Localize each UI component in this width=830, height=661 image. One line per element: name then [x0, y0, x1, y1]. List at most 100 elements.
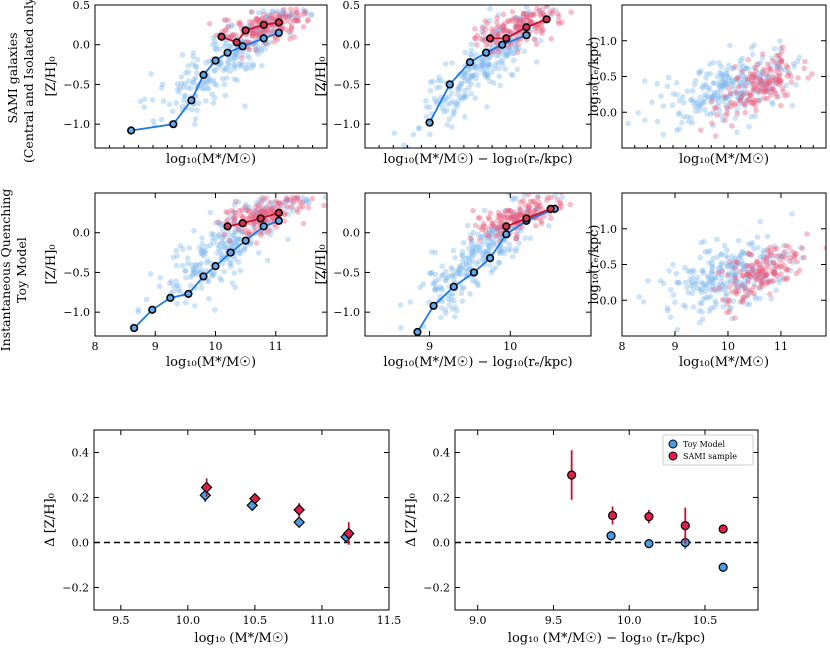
scatter-point-red [523, 14, 530, 20]
scatter-point-red [276, 13, 282, 20]
scatter-point-red [470, 207, 476, 214]
scatter-point-blue [676, 110, 682, 116]
scatter-point-blue [667, 314, 674, 321]
scatter-point-blue [192, 116, 199, 122]
scatter-point-blue [763, 75, 770, 82]
median-point [241, 26, 250, 35]
scatter-point-red [770, 252, 776, 259]
scatter-point-blue [242, 103, 248, 109]
scatter-point-red [746, 250, 753, 257]
scatter-point-blue [227, 68, 233, 75]
scatter-point-red [269, 209, 275, 215]
scatter-point-blue [461, 284, 467, 291]
scatter-point-blue [491, 238, 497, 245]
scatter-point-blue [235, 199, 242, 205]
scatter-point-blue [264, 13, 270, 19]
scatter-point-blue [699, 309, 705, 315]
scatter-point-blue [171, 288, 177, 295]
scatter-point-blue [252, 208, 259, 215]
scatter-point-red [246, 208, 252, 215]
scatter-point-blue [767, 62, 773, 69]
scatter-point-blue [191, 270, 198, 276]
scatter-point-blue [511, 50, 518, 57]
scatter-point-red [263, 195, 269, 201]
scatter-point-blue [455, 267, 462, 274]
scatter-point-blue [170, 283, 177, 289]
scatter-point-blue [243, 37, 249, 44]
scatter-point-red [533, 41, 540, 47]
scatter-point-blue [696, 70, 703, 77]
scatter-point-blue [203, 243, 210, 250]
scatter-point-blue [259, 62, 265, 69]
scatter-point-blue [218, 277, 225, 284]
scatter-point-blue [737, 95, 743, 102]
scatter-point-blue [738, 83, 745, 89]
scatter-point-red [287, 36, 293, 42]
scatter-point-blue [739, 283, 745, 290]
scatter-point-blue [289, 14, 296, 21]
scatter-point-blue [461, 92, 468, 99]
scatter-point-red [769, 269, 775, 275]
scatter-point-red [526, 202, 532, 209]
scatter-point-blue [231, 270, 238, 276]
scatter-point-blue [704, 71, 710, 77]
scatter-point-red [268, 209, 275, 216]
scatter-point-blue [696, 308, 703, 314]
scatter-point-red [788, 73, 794, 80]
scatter-point-blue [183, 275, 189, 281]
scatter-point-blue [479, 36, 486, 43]
scatter-point-red [549, 10, 556, 16]
scatter-point-red [251, 29, 258, 36]
scatter-point-red [295, 209, 301, 215]
scatter-point-red [270, 28, 276, 35]
scatter-point-blue [757, 295, 763, 302]
scatter-point-blue [494, 30, 500, 36]
scatter-point-red [517, 18, 523, 24]
y-tick-label: −0.2 [62, 582, 89, 595]
scatter-point-blue [722, 71, 728, 78]
scatter-point-blue [473, 278, 479, 284]
scatter-point-red [263, 211, 270, 217]
scatter-point-red [258, 208, 265, 215]
scatter-point-red [746, 263, 752, 270]
scatter-point-red [745, 76, 751, 83]
scatter-point-blue [467, 291, 473, 297]
scatter-point-blue [187, 274, 194, 280]
scatter-point-blue [462, 49, 469, 56]
scatter-point-blue [470, 244, 477, 250]
scatter-point-blue [772, 58, 778, 65]
median-point [546, 204, 555, 213]
scatter-point-blue [513, 46, 520, 52]
scatter-point-blue [680, 99, 687, 106]
scatter-point-red [750, 85, 757, 91]
scatter-point-blue [664, 83, 671, 89]
scatter-point-blue [724, 298, 730, 305]
scatter-point-blue [726, 62, 732, 69]
scatter-point-red [504, 208, 511, 214]
scatter-point-red [548, 194, 554, 201]
scatter-point-red [536, 199, 542, 206]
scatter-point-red [709, 98, 715, 104]
scatter-point-red [289, 194, 296, 201]
scatter-point-red [764, 95, 771, 102]
scatter-point-red [330, 14, 336, 20]
scatter-point-blue [738, 257, 745, 264]
scatter-point-red [769, 86, 776, 92]
scatter-point-blue [430, 281, 436, 287]
scatter-point-red [284, 197, 291, 203]
scatter-point-blue [742, 286, 748, 292]
scatter-point-blue [459, 262, 466, 269]
scatter-point-blue [755, 97, 762, 103]
scatter-point-blue [356, 179, 362, 185]
scatter-point-red [292, 17, 298, 24]
y-tick-label: −0.5 [63, 266, 90, 279]
scatter-point-blue [269, 16, 275, 22]
scatter-point-blue [173, 278, 179, 284]
scatter-point-red [268, 206, 275, 213]
scatter-point-blue [279, 7, 286, 14]
scatter-point-red [283, 195, 290, 201]
median-point [187, 96, 196, 105]
scatter-point-red [497, 220, 503, 227]
scatter-point-red [779, 48, 785, 55]
scatter-point-red [500, 23, 507, 30]
